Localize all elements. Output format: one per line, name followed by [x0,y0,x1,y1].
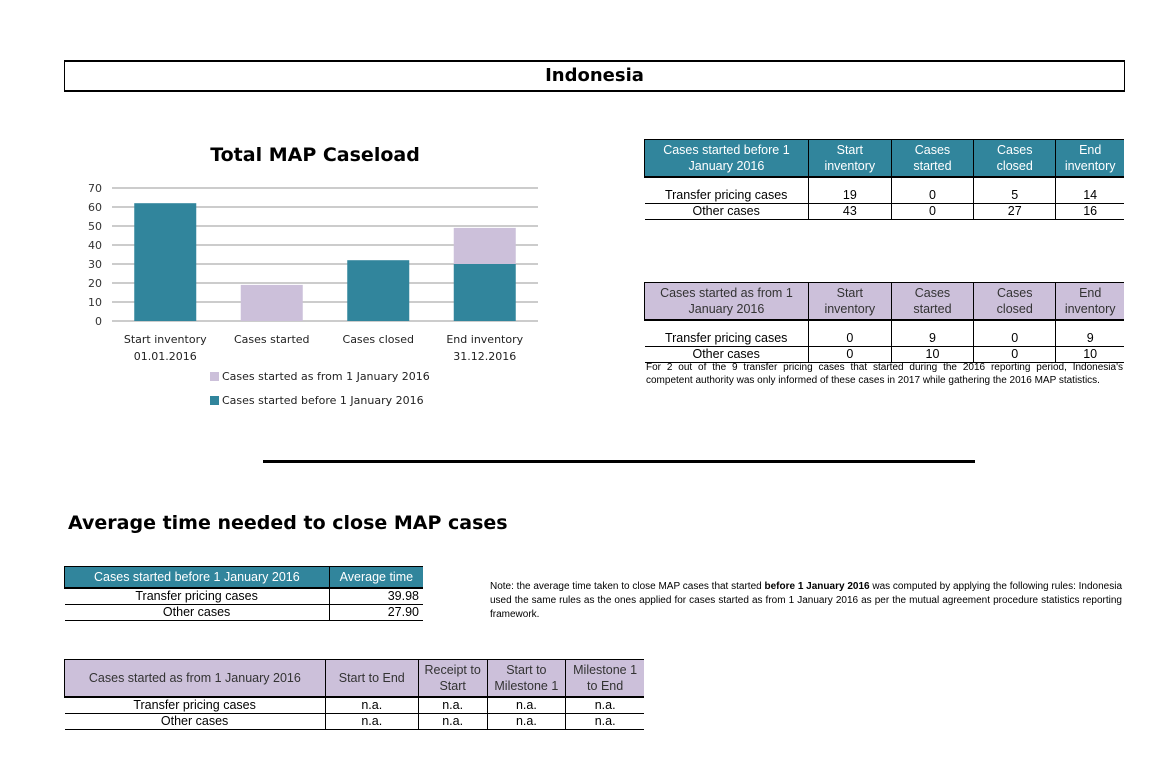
row-label: Other cases [64,713,326,730]
x-tick-label: Cases closed [343,333,414,346]
x-tick-label: Start inventory [124,333,207,346]
row-label: Other cases [64,604,330,621]
row-label: Other cases [644,346,809,363]
footnote-transfer-pricing: For 2 out of the 9 transfer pricing case… [646,362,1123,386]
column-header: End inventory [1055,282,1124,321]
column-header: Milestone 1 to End [565,659,644,698]
cell-value: 10 [890,346,974,363]
caseload-chart: 0 10 20 30 40 50 60 70 Start inventory 01.01.2016… [88,182,538,407]
table-row: Other cases 0 10 0 10 [644,346,1124,363]
table-row: Transfer pricing cases 0 9 0 9 [644,320,1124,347]
table-row: Transfer pricing cases 19 0 5 14 [644,177,1124,204]
table-row: Transfer pricing cases n.a. n.a. n.a. n.a. [64,697,644,714]
cell-value: n.a. [417,697,487,714]
y-tick-label: 10 [88,296,102,309]
bar-segment [347,260,410,321]
bar-segment [240,284,303,321]
row-label: Transfer pricing cases [644,177,809,204]
cell-value: 9 [890,320,974,347]
y-tick-label: 30 [88,258,102,271]
table-from-2016: Cases started as from 1 January 2016 Star… [644,282,1124,363]
legend-label: Cases started as from 1 January 2016 [222,370,430,383]
cell-value: n.a. [324,697,419,714]
row-label: Transfer pricing cases [644,320,809,347]
cell-value: n.a. [486,697,566,714]
note-suffix: was computed by applying the following r… [490,581,1123,620]
column-header: Start inventory [807,139,892,178]
table-row: Transfer pricing cases 39.98 [64,588,423,605]
bar-segment [134,203,197,321]
y-tick-label: 20 [88,277,102,290]
cell-value: 0 [973,320,1056,347]
cell-value: 0 [890,177,974,204]
column-header: Cases started as from 1 January 2016 [644,282,809,321]
column-header: Cases closed [973,282,1056,321]
column-header: Cases started [890,139,974,178]
bar-segment [453,227,516,264]
x-tick-label: Cases started [234,333,310,346]
x-tick-label: End inventory [446,333,523,346]
legend-swatch [210,396,219,405]
cell-value: n.a. [565,713,644,730]
cell-value: 43 [807,203,892,220]
note-bold: before 1 January 2016 [764,581,870,592]
y-tick-label: 0 [95,315,102,328]
cell-value: n.a. [565,697,644,714]
cell-value: 14 [1055,177,1124,204]
row-label: Transfer pricing cases [64,588,330,605]
legend-label: Cases started before 1 January 2016 [222,394,424,407]
page-title: Indonesia [64,60,1125,92]
column-header: Start to Milestone 1 [486,659,566,698]
bar-segment [453,264,516,321]
cell-value: n.a. [324,713,419,730]
row-label: Transfer pricing cases [64,697,326,714]
cell-value: 19 [807,177,892,204]
cell-value: 0 [973,346,1056,363]
column-header: Cases started before 1 January 2016 [64,566,330,589]
avg-table-before-2016: Cases started before 1 January 2016 Avera… [64,566,423,621]
cell-value: n.a. [417,713,487,730]
section-divider [263,460,975,463]
cell-value: 10 [1055,346,1124,363]
note-prefix: Note: the average time taken to close MA… [490,581,765,592]
cell-value: 0 [890,203,974,220]
y-tick-label: 60 [88,201,102,214]
column-header: Cases started before 1 January 2016 [644,139,809,178]
table-before-2016: Cases started before 1 January 2016 Start… [644,139,1124,220]
column-header: Cases started as from 1 January 2016 [64,659,326,698]
cell-value: 27 [973,203,1056,220]
cell-value: 16 [1055,203,1124,220]
cell-value: 9 [1055,320,1124,347]
legend-swatch [210,372,219,381]
cell-value: n.a. [486,713,566,730]
cell-value: 5 [973,177,1056,204]
avg-section-title: Average time needed to close MAP cases [68,512,508,534]
row-label: Other cases [644,203,809,220]
table-row: Other cases 43 0 27 16 [644,203,1124,220]
y-tick-label: 40 [88,239,102,252]
column-header: Start inventory [807,282,892,321]
cell-value: 39.98 [328,588,423,605]
column-header: Receipt to Start [417,659,487,698]
column-header: Average time [328,566,423,589]
x-tick-label: 01.01.2016 [134,350,197,363]
y-tick-label: 70 [88,182,102,195]
column-header: Cases closed [973,139,1056,178]
cell-value: 0 [807,320,892,347]
table-row: Other cases 27.90 [64,604,423,621]
chart-title: Total MAP Caseload [210,144,420,166]
table-row: Other cases n.a. n.a. n.a. n.a. [64,713,644,730]
cell-value: 27.90 [328,604,423,621]
y-tick-label: 50 [88,220,102,233]
avg-time-note: Note: the average time taken to close MA… [490,580,1122,622]
column-header: Cases started [890,282,974,321]
cell-value: 0 [807,346,892,363]
x-tick-label: 31.12.2016 [453,350,516,363]
avg-table-from-2016: Cases started as from 1 January 2016 Star… [64,659,644,730]
column-header: Start to End [324,659,419,698]
column-header: End inventory [1055,139,1124,178]
